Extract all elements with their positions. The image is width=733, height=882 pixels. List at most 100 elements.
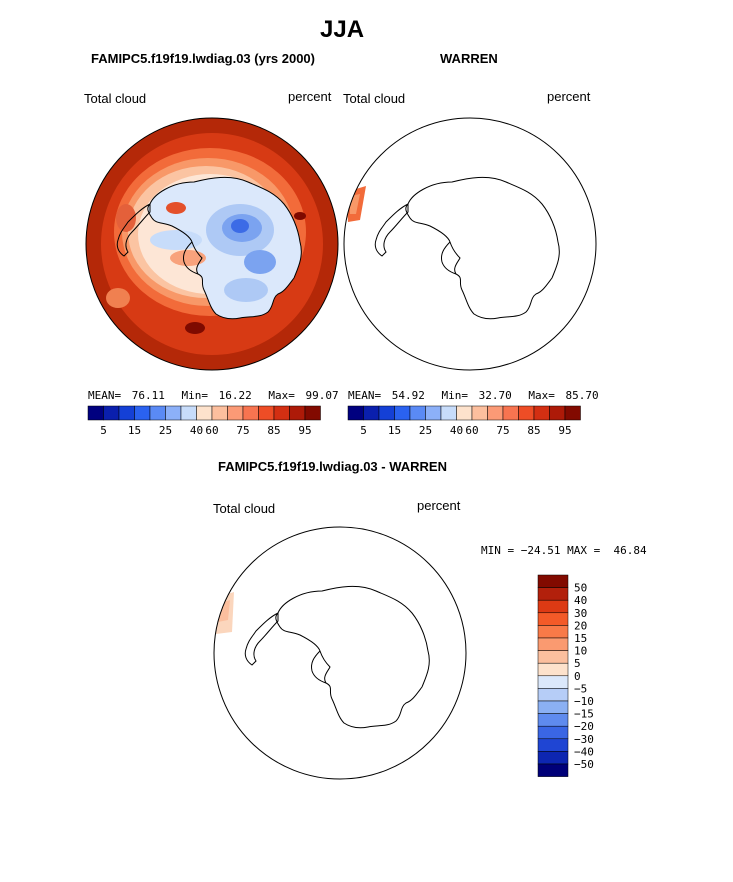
diff-colorbar-swatch [537, 713, 569, 727]
left-colorbar-swatch [118, 405, 135, 421]
diff-panel-title: FAMIPC5.f19f19.lwdiag.03 - WARREN [218, 459, 447, 474]
left-map-border [85, 117, 339, 371]
page-title: JJA [320, 16, 365, 43]
right-min-label: Min= [441, 389, 469, 402]
diff-colorbar-swatch [537, 587, 569, 601]
right-min-value: 32.70 [478, 389, 512, 402]
diff-colorbar-tick-label: 15 [574, 632, 587, 645]
diff-colorbar-tick-label: −15 [574, 708, 594, 721]
right-colorbar-swatch [549, 405, 566, 421]
diff-colorbar-swatch [537, 700, 569, 714]
left-colorbar-swatch [273, 405, 290, 421]
right-colorbar-swatch [409, 405, 426, 421]
left-units-label: percent [288, 89, 332, 104]
diff-colorbar-swatch [537, 612, 569, 626]
left-colorbar: 5 15 25 40 60 75 85 95 [87, 405, 321, 437]
left-min-label: Min= [181, 389, 209, 402]
left-panel-title: FAMIPC5.f19f19.lwdiag.03 (yrs 2000) [91, 51, 315, 66]
diff-variable-label: Total cloud [213, 501, 276, 516]
diff-minmax-text: MIN = −24.51 MAX = 46.84 [481, 544, 647, 557]
left-mean-value: 76.11 [131, 389, 165, 402]
left-colorbar-swatch [258, 405, 275, 421]
left-colorbar-tick-label: 75 [236, 424, 249, 437]
left-colorbar-tick-label: 40 [190, 424, 203, 437]
right-units-label: percent [547, 89, 591, 104]
left-colorbar-swatch [103, 405, 120, 421]
left-map [86, 118, 338, 370]
right-stats: MEAN= 54.92 Min= 32.70 Max= 85.70 [348, 389, 599, 402]
right-colorbar-swatch [363, 405, 380, 421]
diff-colorbar-swatch [537, 763, 569, 777]
right-colorbar-swatch [502, 405, 519, 421]
right-max-value: 85.70 [565, 389, 599, 402]
diff-colorbar-swatch [537, 625, 569, 639]
right-variable-label: Total cloud [343, 91, 406, 106]
left-colorbar-swatch [227, 405, 244, 421]
right-colorbar-swatch [471, 405, 488, 421]
left-mean-label: MEAN= [88, 389, 122, 402]
right-colorbar-tick-label: 75 [496, 424, 509, 437]
diff-colorbar-swatch [537, 637, 569, 651]
right-panel-title: WARREN [440, 51, 498, 66]
left-colorbar-swatch [196, 405, 213, 421]
right-colorbar-swatch [425, 405, 442, 421]
diff-colorbar-swatch [537, 738, 569, 752]
left-colorbar-swatch [211, 405, 228, 421]
right-colorbar-tick-label: 95 [558, 424, 571, 437]
left-colorbar-swatch [87, 405, 104, 421]
diff-colorbar-tick-label: −50 [574, 758, 594, 771]
right-colorbar-tick-label: 15 [388, 424, 401, 437]
diff-colorbar-swatch [537, 574, 569, 588]
left-colorbar-swatch [165, 405, 182, 421]
left-colorbar-tick-label: 5 [100, 424, 107, 437]
diff-colorbar-swatch [537, 662, 569, 677]
left-variable-label: Total cloud [84, 91, 147, 106]
right-colorbar-swatch [456, 405, 473, 421]
left-colorbar-tick-label: 85 [267, 424, 280, 437]
right-map [344, 118, 596, 370]
right-colorbar-swatch [394, 405, 411, 421]
diff-colorbar-swatch [537, 599, 569, 614]
diff-colorbar-tick-label: −5 [574, 682, 587, 695]
right-colorbar-swatch [440, 405, 457, 421]
left-colorbar-tick-label: 95 [298, 424, 311, 437]
right-mean-value: 54.92 [391, 389, 425, 402]
diff-map-border [213, 526, 467, 780]
diff-units-label: percent [417, 498, 461, 513]
right-colorbar-swatch [564, 405, 581, 421]
diff-colorbar-tick-label: 30 [574, 607, 587, 620]
diff-colorbar-tick-label: −40 [574, 745, 594, 758]
right-colorbar-tick-label: 40 [450, 424, 463, 437]
right-colorbar-swatch [533, 405, 550, 421]
left-colorbar-swatch [180, 405, 197, 421]
left-max-value: 99.07 [305, 389, 339, 402]
left-colorbar-tick-label: 15 [128, 424, 141, 437]
diff-colorbar-tick-label: 50 [574, 582, 587, 595]
left-colorbar-tick-label: 60 [205, 424, 218, 437]
right-colorbar-swatch [347, 405, 364, 421]
right-colorbar: 5 15 25 40 60 75 85 95 [347, 405, 581, 437]
right-mean-label: MEAN= [348, 389, 382, 402]
diff-colorbar-tick-label: −20 [574, 720, 594, 733]
diff-colorbar-tick-label: −30 [574, 733, 594, 746]
left-colorbar-swatch [134, 405, 151, 421]
diff-map [214, 527, 466, 779]
left-colorbar-swatch [242, 405, 259, 421]
left-max-label: Max= [268, 389, 295, 402]
left-colorbar-swatch [304, 405, 321, 421]
left-colorbar-tick-label: 25 [159, 424, 172, 437]
left-colorbar-swatch [289, 405, 306, 421]
diff-colorbar-swatch [537, 650, 569, 664]
right-colorbar-swatch [518, 405, 535, 421]
diff-colorbar-swatch [537, 675, 569, 689]
right-colorbar-tick-label: 85 [527, 424, 540, 437]
diff-colorbar-swatch [537, 725, 569, 740]
right-map-border [343, 117, 597, 371]
diff-colorbar-swatch [537, 751, 569, 765]
right-colorbar-tick-label: 60 [465, 424, 478, 437]
diff-colorbar-tick-label: 5 [574, 657, 581, 670]
diff-colorbar-tick-label: 40 [574, 594, 587, 607]
left-colorbar-swatch [149, 405, 166, 421]
